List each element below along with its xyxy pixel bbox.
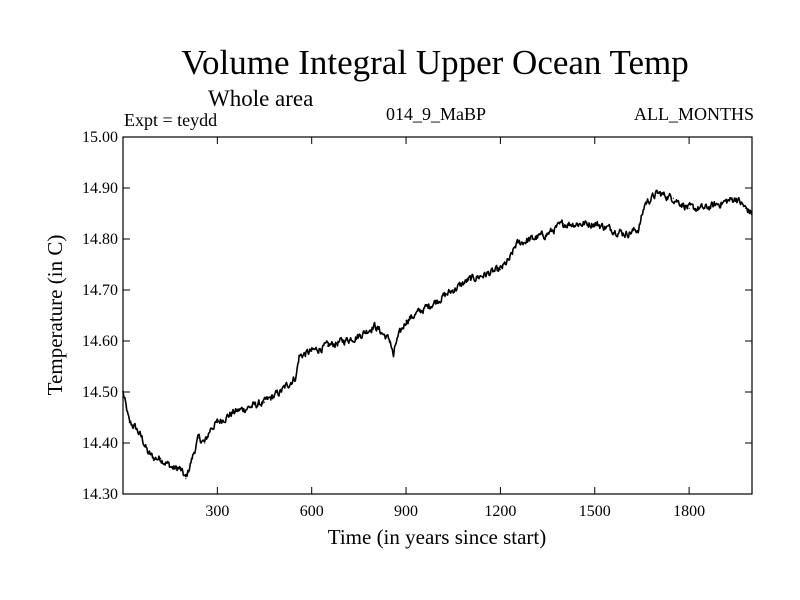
data-point [719,202,722,204]
x-tick-label: 1200 [484,503,516,520]
data-point [625,233,627,235]
y-tick-label: 15.00 [82,129,118,146]
y-tick-label: 14.70 [82,282,118,299]
data-point [735,197,737,199]
data-point [147,452,149,454]
data-point [216,422,218,424]
data-point [172,467,174,470]
data-point [160,457,162,459]
data-point [392,355,395,357]
data-point [125,406,127,408]
y-tick-label: 14.50 [82,384,118,401]
x-tick-label: 300 [205,503,229,520]
data-point [745,207,747,209]
data-point [342,340,344,342]
x-tick-label: 600 [300,503,324,520]
series-layer [122,189,753,480]
data-point [531,238,533,240]
data-point [609,228,612,230]
y-axis-ticks: 14.30 14.40 14.50 14.60 14.70 14.80 14.90 15.00 [82,129,752,503]
data-point [396,340,398,342]
data-point [509,258,511,260]
chart-title: Volume Integral Upper Ocean Temp [181,43,689,82]
data-point [688,207,690,209]
y-tick-label: 14.90 [82,180,118,197]
y-tick-label: 14.40 [82,435,118,452]
data-point [197,437,200,439]
data-point [562,223,564,225]
data-point [248,406,250,408]
data-point [141,437,143,439]
x-axis-label: Time (in years since start) [328,525,547,549]
data-point [326,345,329,347]
data-point [298,355,300,357]
data-point [295,376,297,378]
data-point [232,411,234,413]
chart-subtitle: Whole area [208,86,314,111]
data-point [672,197,674,199]
data-point [153,457,156,459]
y-tick-label: 14.80 [82,231,118,248]
x-tick-label: 1500 [579,503,611,520]
data-point [704,207,706,209]
x-tick-label: 900 [394,503,418,520]
experiment-label: Expt = teydd [124,110,218,130]
data-point [594,223,596,225]
y-tick-label: 14.60 [82,333,118,350]
data-point [179,467,181,470]
data-point [484,274,486,276]
data-point [263,401,266,403]
run-label: 014_9_MaBP [386,104,487,124]
data-point [210,427,212,429]
data-point [638,228,640,230]
x-tick-label: 1800 [673,503,705,520]
data-point [546,233,549,235]
data-point [128,422,130,424]
data-point [185,478,187,480]
data-point [436,299,439,301]
data-point [134,427,137,429]
data-point [452,289,454,291]
data-point [644,202,646,204]
x-axis-ticks: 300 600 900 1200 1500 1800 [205,137,705,520]
data-point [358,335,360,337]
plot-frame [122,136,753,495]
data-point [468,279,470,281]
data-point [405,320,407,322]
data-point [499,269,501,271]
series-line-temperature [122,189,753,478]
data-point [657,192,659,194]
data-point [166,462,168,464]
data-point [578,223,580,225]
data-point [204,442,206,444]
data-point [389,340,391,342]
data-point [374,325,376,327]
y-axis-label: Temperature (in C) [43,235,67,396]
data-point [421,309,423,311]
data-point [515,243,517,245]
data-point [311,350,313,352]
months-label: ALL_MONTHS [634,104,754,124]
data-point [191,457,193,459]
y-tick-label: 14.30 [82,486,118,503]
data-point [279,391,281,393]
